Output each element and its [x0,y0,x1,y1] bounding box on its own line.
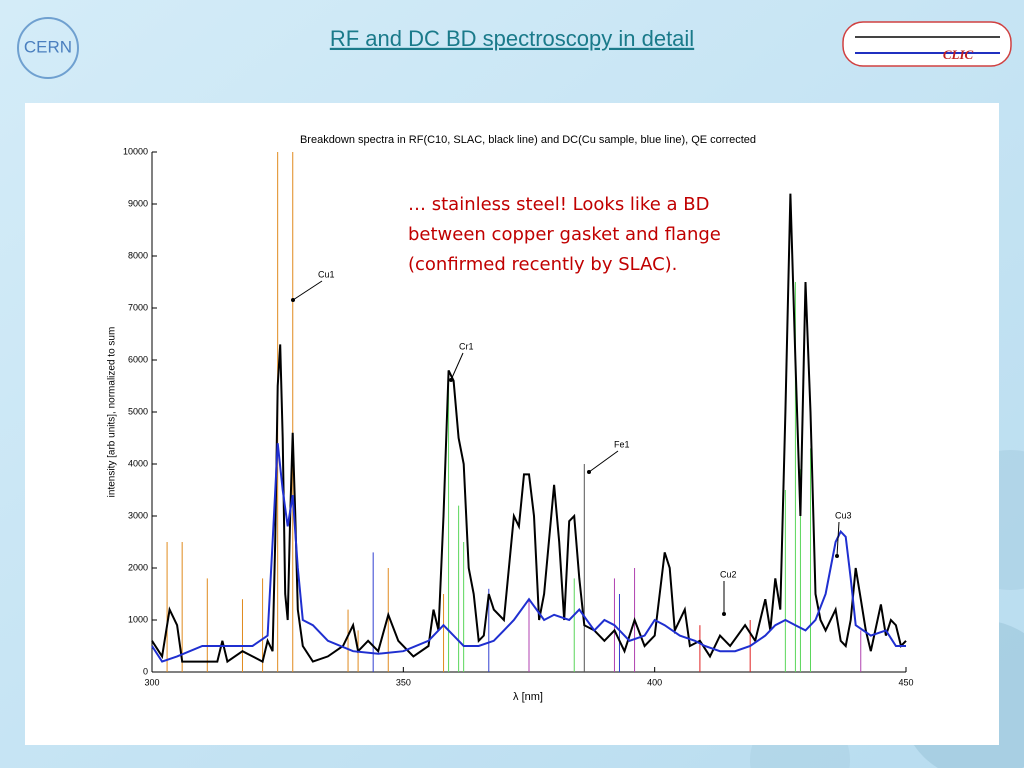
cern-logo: CERN [17,17,79,79]
x-tick-label: 300 [144,677,159,687]
y-tick-label: 6000 [128,354,148,364]
y-tick-label: 0 [143,666,148,676]
chart-title: Breakdown spectra in RF(C10, SLAC, black… [300,134,756,146]
x-tick-label: 450 [898,677,913,687]
series-line [151,443,906,663]
y-tick-label: 4000 [128,458,148,468]
y-tick-label: 2000 [128,562,148,572]
arrow-head [587,470,591,474]
x-tick-label: 400 [647,677,662,687]
x-axis-label: λ [nm] [513,691,543,703]
x-tick-label: 350 [396,677,411,687]
y-tick-label: 5000 [128,406,148,416]
logo-text: CLIC [943,47,974,62]
annotation-arrow [292,280,323,301]
series-line [151,193,907,664]
slide-title: RF and DC BD spectroscopy in detail [330,26,694,51]
y-tick-label: 3000 [128,510,148,520]
annotation: Fe1 [614,439,630,449]
arrow-head [835,554,839,558]
chart-panel [25,103,999,745]
logo-frame [842,21,1012,67]
annotation-arrow [450,352,464,381]
logo-ring [17,17,79,79]
annotation-arrow [836,521,840,557]
arrow-head [722,612,726,616]
annotation: Cu3 [835,510,852,520]
clic-logo: CLIC [842,21,1012,67]
plot: 0 1000 2000 3000 4000 5000 6000 7000 8000 9000 100… [123,146,914,687]
logo-text: CERN [24,37,72,56]
arrow-head [291,298,295,302]
annotation-arrow [588,450,619,473]
note-box: … stainless steel! Looks like a BD betwe… [408,194,721,275]
y-tick-label: 9000 [128,198,148,208]
y-tick-label: 1000 [128,614,148,624]
y-tick-label: 7000 [128,302,148,312]
annotation: Cu1 [318,269,335,279]
y-axis-label: intensity [arb units], normalized to sum [107,327,118,498]
annotation: Cr1 [459,341,474,351]
arrow-head [449,378,453,382]
y-tick-label: 8000 [128,250,148,260]
annotation: Cu2 [720,569,737,579]
note: … stainless steel! Looks like a BD betwe… [408,194,721,275]
y-tick-label: 10000 [123,146,148,156]
